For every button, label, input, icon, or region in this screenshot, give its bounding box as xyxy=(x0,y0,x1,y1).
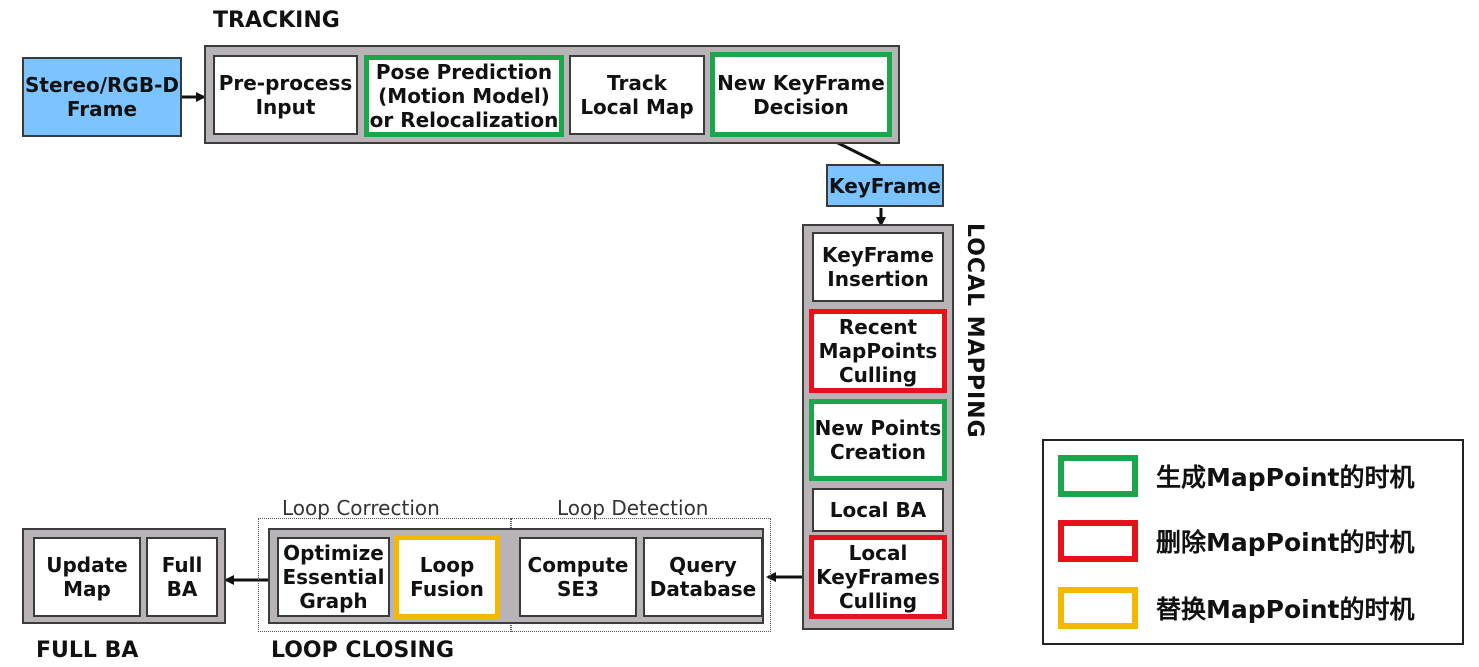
keyframe-node: KeyFrame xyxy=(826,164,944,207)
connector-tracking-to-keyframe xyxy=(831,138,881,166)
recent-mappoints-culling-step: Recent MapPoints Culling xyxy=(809,309,947,393)
compute-se3-step: Compute SE3 xyxy=(519,537,637,617)
loop-closing-title: LOOP CLOSING xyxy=(271,638,455,663)
local-keyframes-culling-step: Local KeyFrames Culling xyxy=(809,535,947,619)
loop-correction-label: Loop Correction xyxy=(282,496,440,520)
loop-detection-label: Loop Detection xyxy=(557,496,709,520)
new-keyframe-decision-step: New KeyFrame Decision xyxy=(710,52,892,137)
full-ba-step: Full BA xyxy=(146,537,218,617)
legend-label-replace: 替换MapPoint的时机 xyxy=(1156,595,1415,624)
tracking-title: TRACKING xyxy=(213,8,340,33)
legend-item-create: 生成MapPoint的时机 xyxy=(1058,455,1414,497)
pose-prediction-step: Pose Prediction (Motion Model) or Reloca… xyxy=(364,55,564,137)
track-local-map-step: Track Local Map xyxy=(569,55,705,135)
legend-item-replace: 替换MapPoint的时机 xyxy=(1058,587,1414,629)
keyframe-insertion-step: KeyFrame Insertion xyxy=(812,232,944,302)
full-ba-title: FULL BA xyxy=(36,638,139,663)
local-ba-step: Local BA xyxy=(812,488,944,532)
legend-swatch-yellow xyxy=(1058,587,1138,629)
loop-fusion-step: Loop Fusion xyxy=(394,535,500,619)
update-map-step: Update Map xyxy=(33,537,141,617)
stereo-frame-input: Stereo/RGB-D Frame xyxy=(22,57,182,137)
local-mapping-title: LOCAL MAPPING xyxy=(962,223,987,439)
legend-label-create: 生成MapPoint的时机 xyxy=(1156,463,1415,492)
new-points-creation-step: New Points Creation xyxy=(809,399,947,481)
legend-swatch-green xyxy=(1058,455,1138,497)
legend: 生成MapPoint的时机 删除MapPoint的时机 替换MapPoint的时… xyxy=(1042,439,1464,645)
legend-label-delete: 删除MapPoint的时机 xyxy=(1156,528,1415,557)
legend-item-delete: 删除MapPoint的时机 xyxy=(1058,520,1414,562)
optimize-essential-graph-step: Optimize Essential Graph xyxy=(277,537,390,617)
preprocess-input-step: Pre-process Input xyxy=(213,55,358,135)
legend-swatch-red xyxy=(1058,520,1138,562)
query-database-step: Query Database xyxy=(643,537,763,617)
